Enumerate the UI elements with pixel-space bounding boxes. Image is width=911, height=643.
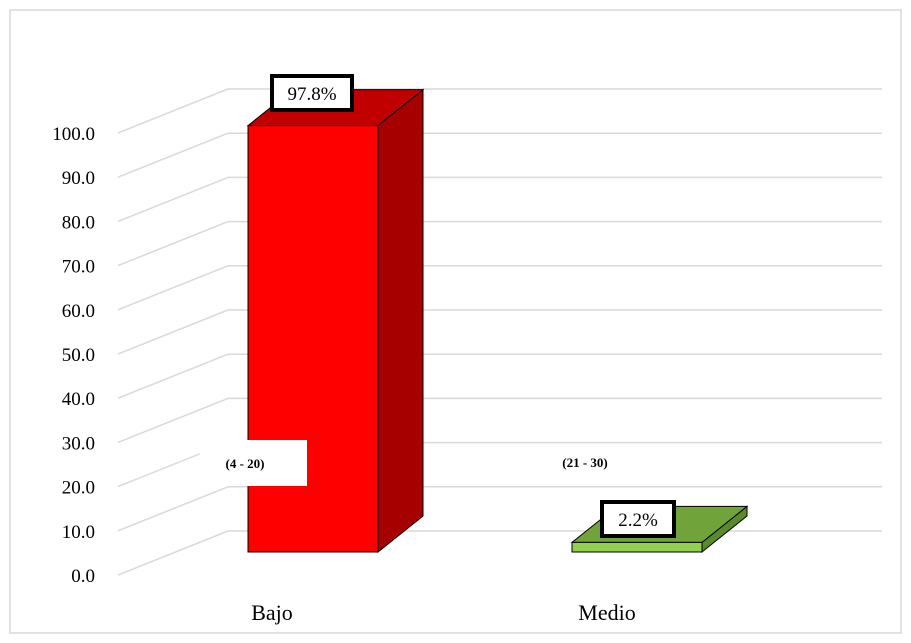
y-tick-label: 20.0: [62, 478, 95, 499]
side-gridline: [117, 220, 229, 267]
y-axis-ticks: 0.0 10.0 20.0 30.0 40.0 50.0 60.0 70.0 80.0 90.0 1…: [52, 124, 95, 587]
range-label: (21 - 30): [562, 455, 608, 470]
side-gridline: [117, 486, 229, 532]
y-tick-label: 30.0: [62, 433, 95, 454]
side-gridline: [117, 132, 229, 178]
side-gridline: [117, 353, 229, 399]
y-tick-label: 0.0: [71, 566, 95, 587]
range-label-box: [200, 440, 307, 486]
data-label-box: [600, 500, 676, 538]
side-gridline: [117, 530, 229, 576]
y-tick-label: 70.0: [62, 257, 95, 278]
labels: 97.8% Bajo 2.2% Medio (4 - 20) (21 - 30): [200, 74, 676, 625]
x-category-label: Bajo: [251, 600, 293, 625]
side-gridline: [117, 397, 229, 444]
bar-side-face: [377, 88, 424, 554]
y-tick-label: 40.0: [62, 389, 95, 410]
bar-front-face: [571, 541, 703, 553]
range-label: (4 - 20): [226, 456, 265, 471]
side-gridline: [117, 88, 229, 134]
side-gridline: [117, 309, 229, 355]
y-tick-label: 10.0: [62, 522, 95, 543]
side-gridline: [117, 265, 229, 311]
y-tick-label: 50.0: [62, 345, 95, 366]
data-label: 97.8%: [287, 84, 336, 105]
bar-front-face: [247, 125, 379, 553]
y-tick-label: 60.0: [62, 301, 95, 322]
data-label: 2.2%: [618, 510, 658, 531]
y-tick-label: 90.0: [62, 168, 95, 189]
data-label-box: [270, 74, 354, 112]
y-tick-label: 100.0: [52, 124, 95, 145]
x-category-label: Medio: [578, 600, 635, 625]
y-tick-label: 80.0: [62, 212, 95, 233]
range-label-box: [540, 446, 642, 476]
side-gridline: [117, 176, 229, 223]
chart-border: [9, 9, 902, 634]
